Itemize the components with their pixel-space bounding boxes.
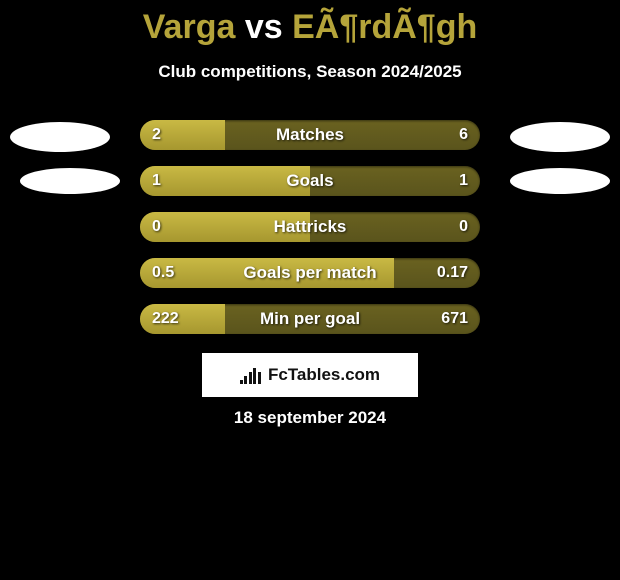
team-logo-left [20, 168, 120, 194]
player2-name: EÃ¶rdÃ¶gh [292, 8, 477, 46]
stat-label: Goals per match [140, 258, 480, 288]
stat-label: Hattricks [140, 212, 480, 242]
brand-text: FcTables.com [268, 365, 380, 385]
team-logo-right [510, 122, 610, 152]
date-text: 18 september 2024 [0, 408, 620, 428]
stat-row: 26Matches [0, 120, 620, 166]
stat-bar: 00Hattricks [140, 212, 480, 242]
subtitle: Club competitions, Season 2024/2025 [0, 62, 620, 82]
stat-row: 11Goals [0, 166, 620, 212]
stat-row: 0.50.17Goals per match [0, 258, 620, 304]
page-title: Varga vs EÃ¶rdÃ¶gh [0, 8, 620, 47]
team-logo-right [510, 168, 610, 194]
stat-label: Min per goal [140, 304, 480, 334]
stat-row: 00Hattricks [0, 212, 620, 258]
stat-label: Matches [140, 120, 480, 150]
stat-bar: 26Matches [140, 120, 480, 150]
stat-bar: 0.50.17Goals per match [140, 258, 480, 288]
stat-label: Goals [140, 166, 480, 196]
stat-bar: 11Goals [140, 166, 480, 196]
player1-name: Varga [143, 8, 236, 46]
vs-text: vs [245, 8, 283, 46]
brand-badge[interactable]: FcTables.com [202, 353, 418, 397]
stat-row: 222671Min per goal [0, 304, 620, 350]
stats-rows: 26Matches 11Goals 00Hattricks 0.50.17Goals … [0, 120, 620, 350]
chart-bars-icon [240, 366, 262, 384]
stat-bar: 222671Min per goal [140, 304, 480, 334]
team-logo-left [10, 122, 110, 152]
